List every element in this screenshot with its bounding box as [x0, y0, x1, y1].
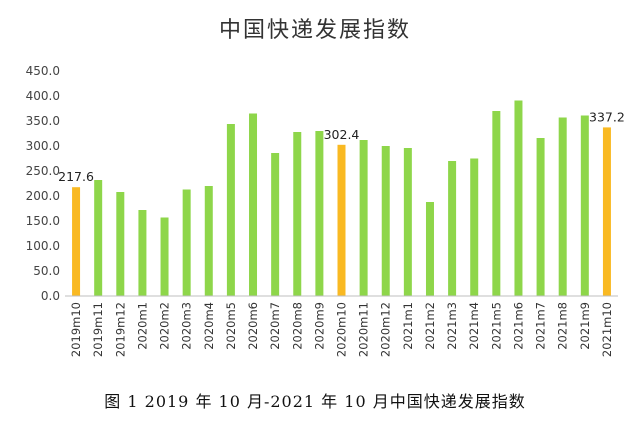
bar-2021m9 [580, 115, 589, 296]
x-tick-label: 2021m10 [600, 302, 614, 357]
y-tick-label: 0.0 [41, 289, 60, 303]
x-tick-label: 2020m2 [158, 302, 172, 350]
x-tick-label: 2021m2 [423, 302, 437, 350]
bar-2020m4 [204, 186, 213, 296]
x-tick-label: 2019m10 [69, 302, 83, 357]
chart-title: 中国快递发展指数 [218, 18, 411, 43]
bar-2020m12 [381, 146, 390, 296]
bar-2020m8 [293, 132, 302, 296]
y-tick-label: 300.0 [26, 139, 60, 153]
x-tick-label: 2019m11 [91, 302, 105, 357]
y-tick-label: 450.0 [26, 64, 60, 78]
data-label-2019m10: 217.6 [58, 169, 94, 184]
y-tick-label: 50.0 [33, 264, 60, 278]
bar-2019m10 [72, 187, 81, 296]
x-tick-label: 2020m3 [180, 302, 194, 350]
x-tick-label: 2020m1 [135, 302, 149, 350]
x-tick-label: 2020m11 [357, 302, 371, 357]
bar-2021m2 [425, 202, 434, 296]
x-tick-label: 2021m9 [578, 302, 592, 350]
bar-2020m2 [160, 217, 169, 296]
bar-2020m3 [182, 189, 191, 296]
x-tick-label: 2020m7 [268, 302, 282, 350]
y-tick-label: 100.0 [26, 239, 60, 253]
y-tick-label: 150.0 [26, 214, 60, 228]
x-axis: 2019m10 2019m11 2019m12 2020m1 2020m2 2020m3 2… [65, 295, 618, 357]
data-label-2020m10: 302.4 [324, 127, 360, 142]
bar-2021m6 [514, 100, 523, 296]
bar-2019m11 [94, 180, 103, 296]
bar-2021m3 [448, 161, 457, 296]
bar-2021m4 [470, 158, 479, 296]
data-labels: 217.6 302.4 337.2 [58, 109, 625, 184]
x-tick-label: 2021m8 [556, 302, 570, 350]
x-tick-label: 2021m5 [489, 302, 503, 350]
x-tick-label: 2021m4 [467, 302, 481, 350]
x-tick-label: 2019m12 [113, 302, 127, 357]
bar-chart: 0.0 50.0 100.0 150.0 200.0 250.0 300.0 350.0 400… [26, 64, 625, 357]
x-tick-label: 2021m1 [401, 302, 415, 350]
y-tick-label: 250.0 [26, 164, 60, 178]
bar-2020m10 [337, 144, 346, 296]
bar-2020m1 [138, 210, 147, 296]
x-tick-label: 2020m9 [312, 302, 326, 350]
bar-2021m8 [558, 117, 567, 296]
x-tick-label: 2020m12 [379, 302, 393, 357]
figure-caption: 图 1 2019 年 10 月-2021 年 10 月中国快递发展指数 [104, 392, 526, 411]
x-tick-label: 2020m10 [335, 302, 349, 357]
bar-2020m11 [359, 140, 368, 296]
x-tick-label: 2020m8 [290, 302, 304, 350]
bar-2019m12 [116, 192, 125, 296]
y-tick-label: 350.0 [26, 114, 60, 128]
bar-2020m6 [249, 113, 258, 296]
x-tick-label: 2020m5 [224, 302, 238, 350]
bar-2021m10 [602, 127, 611, 297]
y-axis: 0.0 50.0 100.0 150.0 200.0 250.0 300.0 350.0 400… [26, 64, 60, 303]
x-tick-label: 2020m4 [202, 302, 216, 350]
bar-2021m1 [403, 148, 412, 296]
x-tick-label: 2021m7 [534, 302, 548, 350]
bar-2021m5 [492, 111, 501, 296]
x-tick-label: 2021m3 [445, 302, 459, 350]
y-tick-label: 400.0 [26, 89, 60, 103]
bar-2021m7 [536, 138, 545, 296]
x-tick-label: 2020m6 [246, 302, 260, 350]
bars [72, 100, 611, 297]
bar-2020m7 [271, 153, 280, 296]
bar-2020m9 [315, 131, 324, 296]
x-tick-label: 2021m6 [511, 302, 525, 350]
bar-2020m5 [226, 124, 235, 296]
data-label-2021m10: 337.2 [589, 109, 625, 124]
y-tick-label: 200.0 [26, 189, 60, 203]
